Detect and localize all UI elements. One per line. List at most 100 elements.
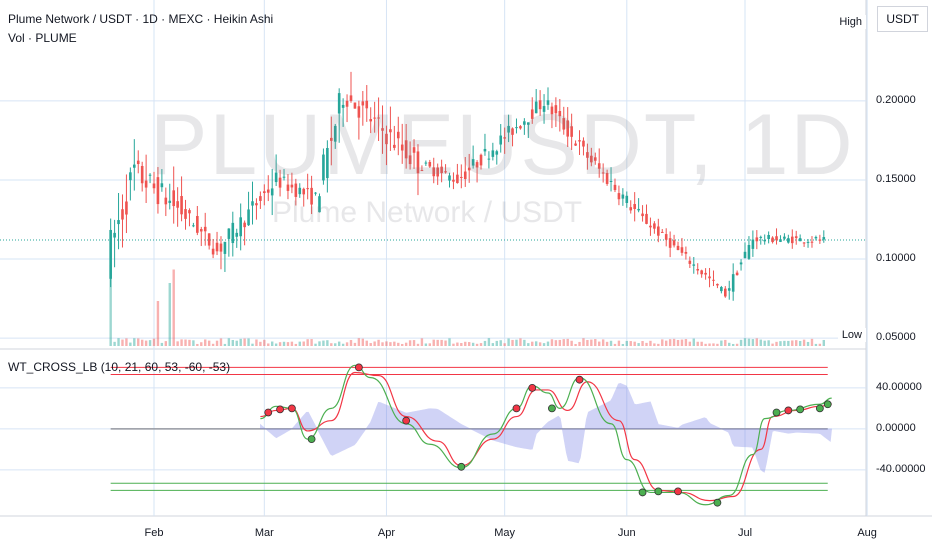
candle-body <box>660 231 664 233</box>
candle-body <box>223 241 227 254</box>
volume-bar <box>743 338 747 346</box>
cross-marker <box>575 375 584 384</box>
volume-bar <box>263 339 266 346</box>
candle-body <box>440 166 443 174</box>
volume-bar <box>731 343 735 346</box>
volume-bar <box>148 340 152 346</box>
candle-body <box>172 190 175 207</box>
volume-bar <box>381 342 384 346</box>
volume-bar <box>601 339 605 346</box>
candle-body <box>148 174 152 176</box>
candle-body <box>314 192 317 194</box>
volume-bar <box>172 269 175 346</box>
candle-body <box>790 236 794 244</box>
volume-bar <box>696 341 699 346</box>
volume-bar <box>294 343 298 346</box>
candle-body <box>416 151 420 174</box>
candle-body <box>471 159 475 166</box>
volume-bar <box>468 342 471 346</box>
volume-bar <box>369 343 372 346</box>
volume-bar <box>247 338 250 346</box>
candle-body <box>353 102 357 109</box>
candle-body <box>404 140 408 159</box>
cross-marker <box>287 404 296 413</box>
candle-body <box>495 151 499 155</box>
volume-bar <box>310 339 313 346</box>
volume-bar <box>787 340 790 346</box>
volume-bar <box>692 338 695 346</box>
candle-body <box>377 117 380 119</box>
volume-bar <box>436 339 439 346</box>
cross-marker <box>796 405 805 414</box>
candle-body <box>763 239 766 242</box>
volume-bar <box>704 343 707 346</box>
candle-body <box>460 176 463 178</box>
candle-body <box>156 177 160 205</box>
cross-marker <box>654 487 663 496</box>
candle-body <box>534 101 538 114</box>
candle-body <box>775 236 778 241</box>
volume-bar <box>334 343 337 346</box>
candle-body <box>590 155 593 163</box>
volume-bar <box>609 340 613 346</box>
volume-bar <box>633 341 636 346</box>
candle-body <box>129 172 132 181</box>
candle-body <box>724 288 727 297</box>
wt-histogram <box>260 382 833 473</box>
volume-bar <box>802 339 806 346</box>
volume-bar <box>361 338 365 346</box>
cross-marker <box>457 462 466 471</box>
low-marker: Low <box>837 328 866 342</box>
candle-body <box>239 217 242 237</box>
candle-body <box>818 239 822 241</box>
wt-tick-label: 40.00000 <box>876 380 922 393</box>
volume-bar <box>278 342 282 346</box>
chart-title[interactable]: Plume Network / USDT · 1D · MEXC · Heiki… <box>8 12 274 26</box>
volume-bar <box>204 339 207 346</box>
candle-body <box>227 228 231 239</box>
cross-marker <box>354 363 363 372</box>
candle-body <box>196 215 199 233</box>
currency-button[interactable]: USDT <box>877 6 928 32</box>
volume-bar <box>688 341 692 346</box>
volume-legend[interactable]: Vol · PLUME <box>8 31 77 45</box>
candle-body <box>558 111 562 117</box>
volume-bar <box>645 342 648 346</box>
volume-bar <box>523 339 526 346</box>
indicator-legend[interactable]: WT_CROSS_LB (10, 21, 60, 53, -60, -53) <box>8 360 231 374</box>
candle-body <box>428 161 432 167</box>
candle-body <box>593 157 597 161</box>
candle-body <box>570 126 573 137</box>
candle-body <box>424 162 428 164</box>
volume-bar <box>503 343 506 346</box>
volume-bar <box>251 343 254 346</box>
volume-bar <box>759 339 762 346</box>
candle-body <box>794 236 798 239</box>
cross-marker <box>528 383 537 392</box>
candle-body <box>113 232 116 238</box>
volume-bar <box>822 339 825 346</box>
volume-bar <box>668 339 672 346</box>
candle-body <box>491 150 495 157</box>
volume-bar <box>322 340 325 346</box>
volume-bar <box>810 338 814 346</box>
candle-body <box>739 262 743 265</box>
volume-bar <box>188 339 191 346</box>
price-tick-label: 0.05000 <box>876 331 916 344</box>
volume-bar <box>440 339 443 346</box>
candle-body <box>389 129 392 133</box>
candle-body <box>278 177 282 188</box>
volume-bar <box>207 340 211 346</box>
volume-bar <box>578 341 581 346</box>
candle-body <box>219 243 223 252</box>
candle-body <box>625 195 629 204</box>
volume-bar <box>499 340 502 346</box>
volume-bar <box>144 340 148 346</box>
volume-bar <box>680 339 684 346</box>
volume-bar <box>215 340 219 346</box>
volume-bar <box>763 340 766 346</box>
candle-body <box>436 167 439 177</box>
volume-bar <box>791 340 794 346</box>
candle-body <box>247 209 250 226</box>
